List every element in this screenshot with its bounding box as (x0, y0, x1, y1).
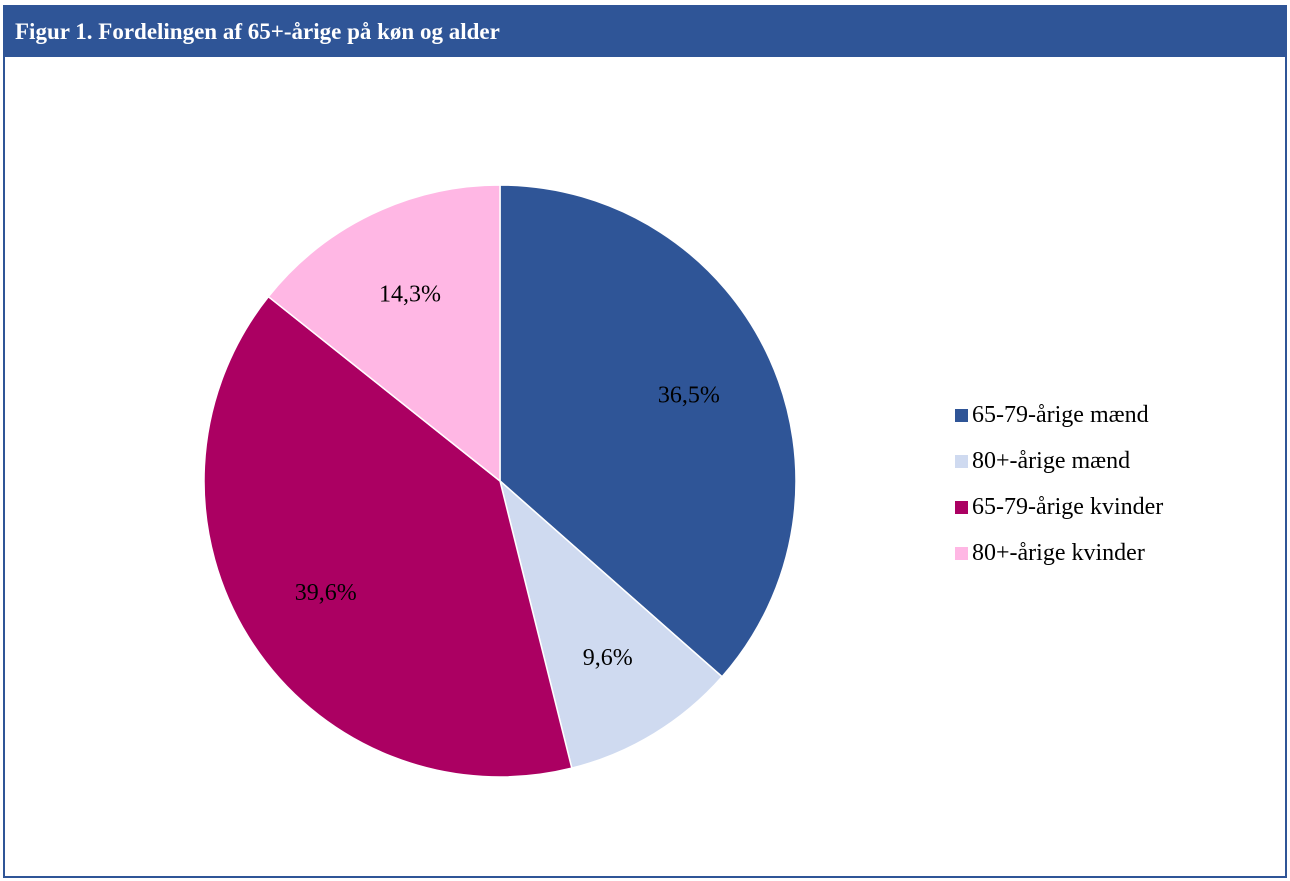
figure-title: Figur 1. Fordelingen af 65+-årige på køn… (5, 7, 1285, 57)
pie-slice-65-79-rige-m-nd (499, 184, 797, 678)
legend-swatch-icon (955, 408, 968, 422)
data-label-80-rige-m-nd: 9,6% (583, 645, 633, 671)
legend-swatch-icon (955, 500, 968, 514)
pie-slice-80-rige-m-nd (498, 478, 724, 770)
legend-swatch-icon (955, 546, 968, 560)
legend-item-80-rige-m-nd: 80+-årige mænd (955, 438, 1163, 484)
chart-legend: 65-79-årige mænd 80+-årige mænd 65-79-årig… (955, 392, 1163, 576)
data-label-65-79-rige-kvinder: 39,6% (295, 580, 357, 606)
legend-swatch-icon (955, 454, 968, 468)
pie-slices (203, 184, 797, 778)
pie-slice-65-79-rige-kvinder (203, 295, 573, 778)
legend-label: 65-79-årige mænd (972, 401, 1149, 428)
legend-label: 65-79-årige kvinder (972, 493, 1164, 520)
legend-item-80-rige-kvinder: 80+-årige kvinder (955, 530, 1163, 576)
pie-slice-80-rige-kvinder (267, 184, 501, 483)
legend-label: 80+-årige mænd (972, 447, 1131, 474)
data-label-65-79-rige-m-nd: 36,5% (658, 383, 720, 409)
legend-item-65-79-rige-m-nd: 65-79-årige mænd (955, 392, 1163, 438)
legend-label: 80+-årige kvinder (972, 539, 1145, 566)
data-label-80-rige-kvinder: 14,3% (379, 281, 441, 307)
legend-item-65-79-rige-kvinder: 65-79-årige kvinder (955, 484, 1163, 530)
pie-data-labels: 36,5% 9,6% 39,6% 14,3% (295, 281, 720, 671)
